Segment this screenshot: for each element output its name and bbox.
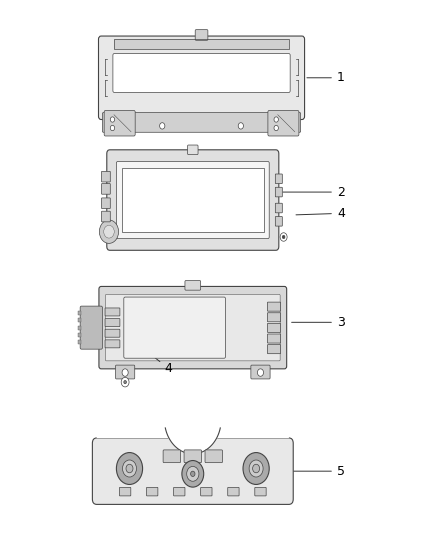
FancyBboxPatch shape (102, 171, 110, 182)
FancyBboxPatch shape (251, 365, 270, 379)
FancyBboxPatch shape (104, 110, 135, 136)
FancyBboxPatch shape (276, 174, 283, 183)
FancyBboxPatch shape (120, 487, 131, 496)
Bar (114, 39, 289, 49)
FancyBboxPatch shape (117, 161, 269, 239)
Circle shape (191, 471, 195, 477)
FancyBboxPatch shape (105, 319, 120, 327)
FancyBboxPatch shape (228, 487, 239, 496)
FancyBboxPatch shape (276, 203, 283, 213)
FancyBboxPatch shape (163, 450, 180, 463)
Circle shape (274, 117, 279, 122)
FancyBboxPatch shape (147, 487, 158, 496)
FancyBboxPatch shape (99, 36, 304, 119)
Polygon shape (97, 428, 289, 454)
Circle shape (280, 233, 287, 241)
Text: 4: 4 (296, 207, 345, 220)
Text: 4: 4 (151, 355, 173, 375)
Bar (78, 318, 81, 322)
Circle shape (274, 125, 279, 131)
FancyBboxPatch shape (268, 302, 281, 311)
Bar (114, 39, 289, 49)
Circle shape (99, 220, 119, 244)
FancyBboxPatch shape (80, 306, 102, 349)
FancyBboxPatch shape (276, 187, 283, 197)
Text: 3: 3 (292, 316, 345, 329)
Circle shape (110, 117, 115, 122)
Circle shape (187, 466, 199, 481)
Text: 2: 2 (283, 185, 345, 199)
Circle shape (122, 369, 128, 376)
FancyBboxPatch shape (195, 30, 208, 41)
FancyBboxPatch shape (113, 54, 290, 92)
Circle shape (243, 453, 269, 484)
Circle shape (123, 460, 137, 477)
Bar (78, 333, 81, 337)
FancyBboxPatch shape (106, 294, 280, 361)
FancyBboxPatch shape (124, 297, 226, 358)
Circle shape (104, 225, 114, 238)
FancyBboxPatch shape (268, 345, 281, 354)
Circle shape (159, 123, 165, 129)
Circle shape (121, 377, 129, 387)
FancyBboxPatch shape (276, 216, 283, 226)
Circle shape (117, 453, 143, 484)
FancyBboxPatch shape (187, 145, 198, 155)
FancyBboxPatch shape (92, 438, 293, 504)
Bar (78, 311, 81, 315)
FancyBboxPatch shape (102, 211, 110, 222)
Bar (78, 340, 81, 344)
FancyBboxPatch shape (102, 112, 300, 132)
FancyBboxPatch shape (268, 313, 281, 322)
Text: 5: 5 (294, 465, 345, 478)
Circle shape (238, 123, 244, 129)
FancyBboxPatch shape (268, 324, 281, 333)
FancyBboxPatch shape (184, 450, 201, 463)
FancyBboxPatch shape (173, 487, 185, 496)
FancyBboxPatch shape (102, 198, 110, 208)
Bar (122, 168, 264, 232)
Circle shape (126, 464, 133, 473)
FancyBboxPatch shape (105, 329, 120, 337)
Circle shape (110, 125, 115, 131)
Text: 1: 1 (307, 71, 345, 84)
FancyBboxPatch shape (255, 487, 266, 496)
Circle shape (249, 460, 263, 477)
FancyBboxPatch shape (102, 183, 110, 194)
FancyBboxPatch shape (205, 450, 223, 463)
FancyBboxPatch shape (105, 308, 120, 316)
Bar (78, 326, 81, 330)
Circle shape (124, 381, 127, 384)
Circle shape (253, 464, 260, 473)
FancyBboxPatch shape (268, 334, 281, 343)
FancyBboxPatch shape (201, 487, 212, 496)
Circle shape (283, 236, 285, 239)
Circle shape (258, 369, 264, 376)
FancyBboxPatch shape (185, 280, 201, 290)
FancyBboxPatch shape (105, 340, 120, 348)
FancyBboxPatch shape (99, 286, 287, 369)
FancyBboxPatch shape (107, 150, 279, 251)
Circle shape (182, 461, 204, 487)
FancyBboxPatch shape (116, 365, 135, 379)
FancyBboxPatch shape (268, 110, 299, 136)
